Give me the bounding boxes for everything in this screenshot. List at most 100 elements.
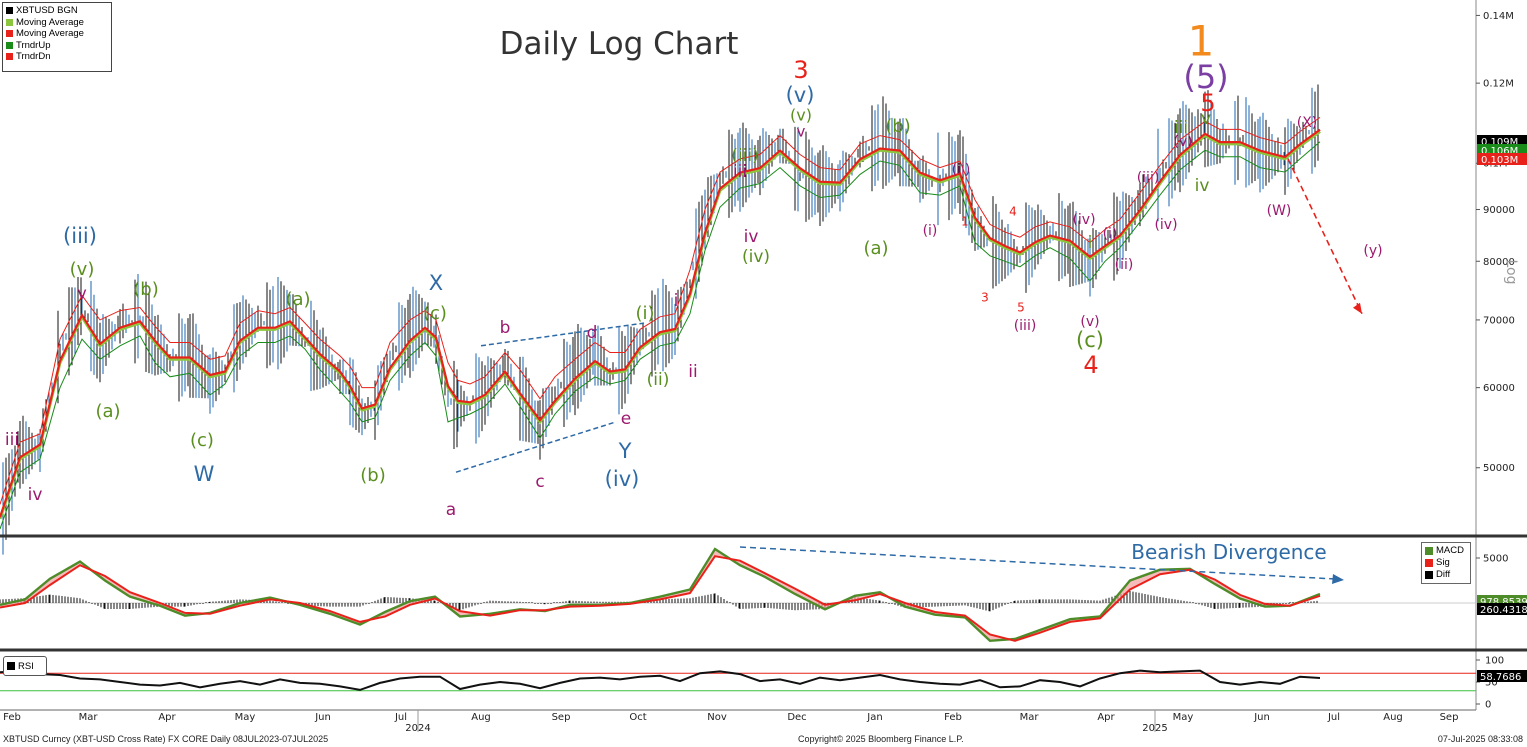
y-tick-label: 50 bbox=[1485, 678, 1498, 689]
rsi-panel: 100 50 0 58.7686 bbox=[0, 656, 1527, 711]
wave-label: Y bbox=[618, 439, 632, 463]
legend-label: XBTUSD BGN bbox=[16, 5, 78, 16]
legend-item: Diff bbox=[1425, 569, 1467, 581]
legend-swatch bbox=[1425, 559, 1433, 567]
wave-label: (ii) bbox=[647, 370, 670, 390]
last-value-text: 978.8539 bbox=[1480, 597, 1527, 608]
legend-swatch bbox=[6, 30, 13, 38]
wave-label: W bbox=[194, 462, 215, 486]
wave-label: 3 bbox=[981, 291, 989, 305]
wave-label: (ii) bbox=[952, 162, 971, 178]
wave-label: (b) bbox=[133, 279, 158, 300]
chart-title: Daily Log Chart bbox=[500, 26, 739, 62]
wave-label: (iii) bbox=[1137, 170, 1160, 186]
wave-label: (iii) bbox=[63, 224, 97, 248]
x-tick-label: Sep bbox=[1440, 712, 1459, 723]
legend-label: Moving Average bbox=[16, 28, 84, 39]
triangle-trendline bbox=[455, 421, 617, 473]
projection-arrow-head bbox=[1353, 302, 1362, 314]
wave-label: e bbox=[621, 409, 631, 429]
year-label: 2025 bbox=[1142, 723, 1167, 734]
legend-swatch bbox=[6, 7, 13, 15]
rsi-legend: RSI bbox=[3, 656, 47, 676]
y-tick-label: 0 bbox=[1485, 700, 1491, 711]
wave-label: (v) bbox=[70, 259, 95, 280]
y-axis-label: Log bbox=[1503, 259, 1519, 284]
x-tick-label: Aug bbox=[1383, 712, 1403, 723]
wave-label: ii bbox=[688, 362, 697, 382]
wave-label: X bbox=[429, 271, 443, 295]
x-tick-label: Mar bbox=[1020, 712, 1040, 723]
y-tick-label: 5000 bbox=[1483, 554, 1508, 565]
x-tick-label: Sep bbox=[552, 712, 571, 723]
x-tick-label: Dec bbox=[787, 712, 806, 723]
legend-item: Sig bbox=[1425, 557, 1467, 569]
last-value-text: 0.106M bbox=[1481, 146, 1518, 157]
wave-label: (c) bbox=[190, 430, 214, 451]
x-tick-label: Aug bbox=[471, 712, 491, 723]
last-value-text: 0.103M bbox=[1481, 155, 1518, 166]
year-label: 2024 bbox=[405, 723, 430, 734]
y-tick-label: 0.14M bbox=[1483, 11, 1514, 22]
trend-down-line bbox=[0, 116, 1321, 505]
legend-label: TrndrDn bbox=[16, 51, 51, 62]
wave-label: (ii) bbox=[1115, 257, 1134, 273]
wave-label: i bbox=[674, 291, 679, 311]
legend-label: RSI bbox=[18, 660, 34, 672]
moving-average-line-red bbox=[0, 128, 1321, 518]
wave-label: 3 bbox=[793, 56, 808, 84]
footer-timestamp: 07-Jul-2025 08:33:08 bbox=[1437, 734, 1523, 744]
legend-item: Moving Average bbox=[6, 28, 108, 40]
projection-arrow-line bbox=[1287, 158, 1363, 315]
wave-label: iv bbox=[1195, 176, 1210, 196]
macd-fill bbox=[0, 549, 1320, 641]
wave-label: (iv) bbox=[605, 467, 640, 491]
last-value-tag bbox=[1477, 670, 1527, 682]
wave-label: (v) bbox=[1173, 134, 1192, 150]
wave-label: v bbox=[1201, 109, 1211, 129]
wave-label: (c) bbox=[423, 303, 447, 324]
x-tick-label: Jan bbox=[866, 712, 882, 723]
legend-item: MACD bbox=[1425, 545, 1467, 557]
wave-label: iii bbox=[1174, 118, 1188, 138]
legend-item: Moving Average bbox=[6, 17, 108, 29]
wave-label: (v) bbox=[790, 106, 812, 125]
wave-label: i bbox=[1088, 233, 1093, 253]
legend-swatch bbox=[1425, 571, 1433, 579]
wave-label: (iii) bbox=[1014, 318, 1037, 334]
bearish-divergence-label: Bearish Divergence bbox=[1131, 540, 1326, 564]
last-value-tag bbox=[1477, 603, 1527, 615]
wave-label: iv bbox=[28, 485, 43, 505]
x-tick-label: Jul bbox=[1327, 712, 1340, 723]
x-tick-label: Mar bbox=[79, 712, 99, 723]
x-tick-label: Jun bbox=[1253, 712, 1270, 723]
legend-swatch bbox=[6, 53, 13, 61]
legend-item: TrndrDn bbox=[6, 51, 108, 63]
rsi-line bbox=[0, 669, 1321, 691]
last-value-text: 58.7686 bbox=[1480, 672, 1521, 683]
wave-label: (i) bbox=[1103, 226, 1118, 242]
legend-swatch bbox=[6, 18, 13, 26]
wave-label: (b) bbox=[885, 116, 910, 137]
wave-label: (v) bbox=[786, 83, 815, 107]
legend-label: Diff bbox=[1436, 569, 1451, 580]
trend-up-line bbox=[0, 141, 1321, 530]
legend-item: XBTUSD BGN bbox=[6, 5, 108, 17]
legend-label: MACD bbox=[1436, 545, 1464, 556]
x-tick-label: Feb bbox=[3, 712, 21, 723]
wave-label: c bbox=[535, 472, 544, 492]
x-tick-label: May bbox=[235, 712, 256, 723]
x-tick-label: Jul bbox=[394, 712, 407, 723]
wave-label: d bbox=[587, 323, 598, 343]
y-tick-label: 80000 bbox=[1483, 257, 1515, 268]
last-value-tag bbox=[1477, 153, 1527, 165]
footer-source: XBTUSD Curncy (XBT-USD Cross Rate) FX CO… bbox=[3, 734, 329, 744]
last-value-text: 260.4318 bbox=[1480, 605, 1527, 616]
x-tick-label: Feb bbox=[944, 712, 962, 723]
wave-label: (X) bbox=[1297, 115, 1318, 131]
x-axis: Feb Mar Apr May Jun Jul Aug Sep Oct Nov Dec Jan Feb M… bbox=[0, 709, 1476, 734]
x-tick-label: Apr bbox=[158, 712, 176, 723]
y-tick-label: 90000 bbox=[1483, 205, 1515, 216]
